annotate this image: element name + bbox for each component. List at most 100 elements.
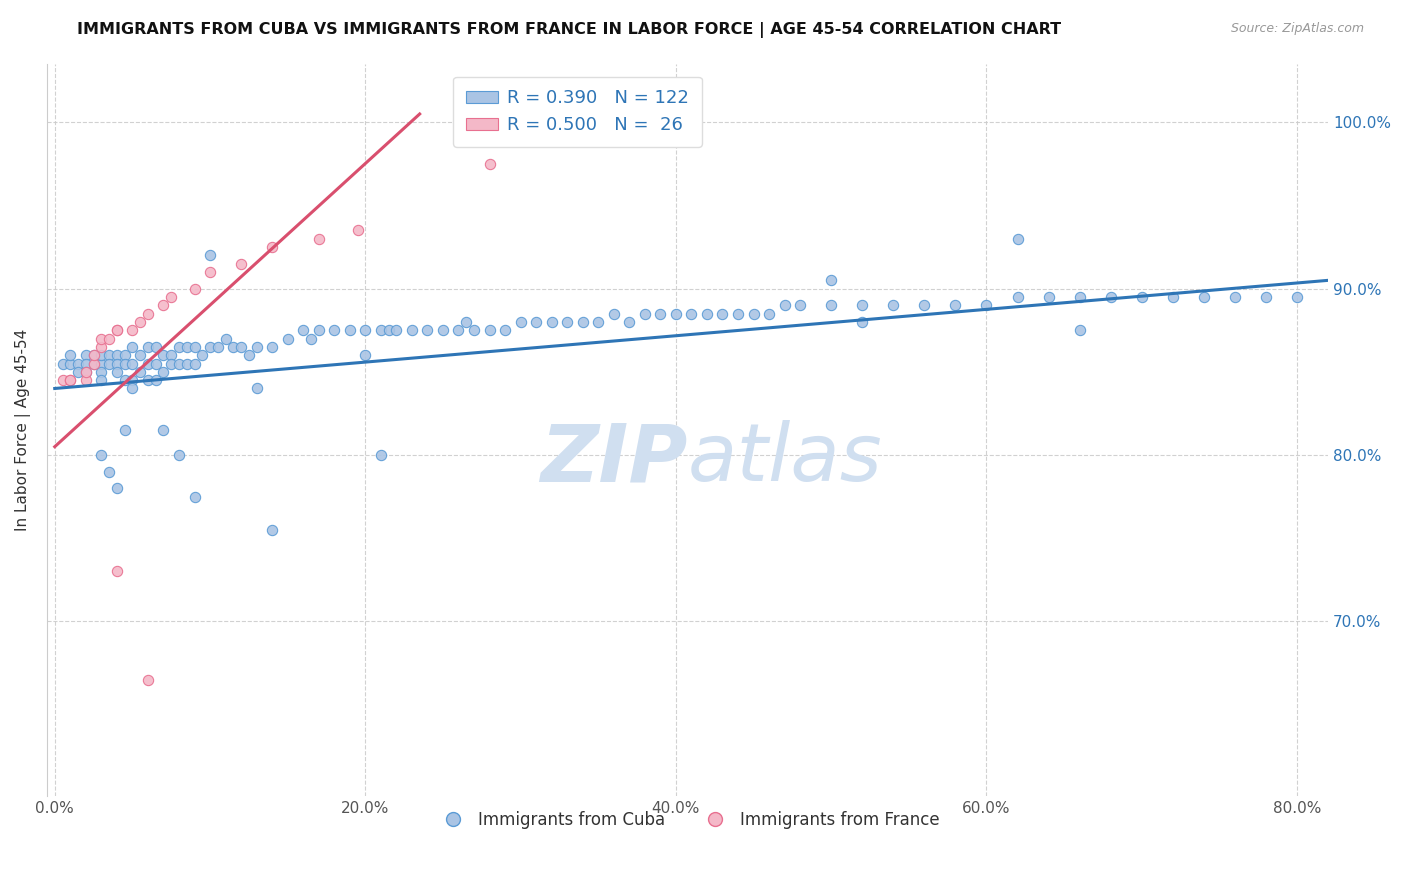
Point — [222, 340, 245, 354]
Text: IMMIGRANTS FROM CUBA VS IMMIGRANTS FROM FRANCE IN LABOR FORCE | AGE 45-54 CORREL: IMMIGRANTS FROM CUBA VS IMMIGRANTS FROM … — [77, 22, 1062, 38]
Point — [339, 323, 361, 337]
Point — [129, 365, 152, 379]
Point — [152, 365, 174, 379]
Point — [51, 373, 73, 387]
Point — [98, 465, 121, 479]
Point — [1254, 290, 1277, 304]
Point — [851, 298, 873, 312]
Point — [711, 307, 734, 321]
Point — [160, 290, 183, 304]
Point — [1161, 290, 1184, 304]
Point — [98, 332, 121, 346]
Point — [51, 357, 73, 371]
Point — [401, 323, 423, 337]
Point — [90, 365, 112, 379]
Point — [183, 282, 205, 296]
Point — [98, 357, 121, 371]
Point — [1130, 290, 1153, 304]
Y-axis label: In Labor Force | Age 45-54: In Labor Force | Age 45-54 — [15, 329, 31, 532]
Point — [75, 365, 97, 379]
Point — [308, 323, 330, 337]
Point — [83, 348, 105, 362]
Point — [183, 340, 205, 354]
Point — [1286, 290, 1309, 304]
Point — [354, 348, 377, 362]
Point — [160, 357, 183, 371]
Point — [1069, 290, 1091, 304]
Point — [75, 357, 97, 371]
Text: Source: ZipAtlas.com: Source: ZipAtlas.com — [1230, 22, 1364, 36]
Point — [727, 307, 749, 321]
Point — [145, 373, 167, 387]
Point — [167, 448, 190, 462]
Point — [90, 357, 112, 371]
Point — [509, 315, 531, 329]
Point — [1007, 232, 1029, 246]
Point — [1069, 323, 1091, 337]
Point — [789, 298, 811, 312]
Point — [976, 298, 998, 312]
Point — [555, 315, 578, 329]
Point — [229, 340, 252, 354]
Point — [214, 332, 236, 346]
Legend: Immigrants from Cuba, Immigrants from France: Immigrants from Cuba, Immigrants from Fr… — [429, 804, 946, 835]
Point — [524, 315, 547, 329]
Point — [619, 315, 641, 329]
Point — [299, 332, 322, 346]
Point — [198, 265, 221, 279]
Point — [105, 481, 128, 495]
Point — [912, 298, 935, 312]
Point — [229, 257, 252, 271]
Point — [377, 323, 399, 337]
Point — [183, 490, 205, 504]
Point — [463, 323, 485, 337]
Point — [262, 340, 284, 354]
Point — [83, 357, 105, 371]
Point — [851, 315, 873, 329]
Point — [167, 357, 190, 371]
Point — [160, 348, 183, 362]
Point — [650, 307, 672, 321]
Point — [121, 373, 143, 387]
Point — [83, 348, 105, 362]
Point — [246, 382, 269, 396]
Point — [456, 315, 478, 329]
Point — [176, 357, 198, 371]
Point — [145, 340, 167, 354]
Point — [136, 373, 159, 387]
Point — [90, 348, 112, 362]
Point — [66, 365, 89, 379]
Point — [167, 340, 190, 354]
Point — [758, 307, 780, 321]
Point — [59, 373, 82, 387]
Point — [121, 357, 143, 371]
Point — [114, 348, 136, 362]
Point — [121, 340, 143, 354]
Point — [571, 315, 593, 329]
Point — [696, 307, 718, 321]
Point — [262, 523, 284, 537]
Point — [354, 323, 377, 337]
Point — [105, 323, 128, 337]
Point — [198, 248, 221, 262]
Point — [75, 348, 97, 362]
Point — [634, 307, 657, 321]
Point — [588, 315, 610, 329]
Point — [1192, 290, 1215, 304]
Point — [59, 357, 82, 371]
Point — [742, 307, 765, 321]
Point — [90, 373, 112, 387]
Point — [478, 323, 501, 337]
Point — [152, 423, 174, 437]
Point — [98, 348, 121, 362]
Point — [145, 357, 167, 371]
Point — [1007, 290, 1029, 304]
Point — [59, 373, 82, 387]
Point — [1099, 290, 1122, 304]
Point — [191, 348, 214, 362]
Point — [323, 323, 346, 337]
Point — [820, 298, 842, 312]
Point — [308, 232, 330, 246]
Text: atlas: atlas — [688, 420, 883, 499]
Point — [152, 348, 174, 362]
